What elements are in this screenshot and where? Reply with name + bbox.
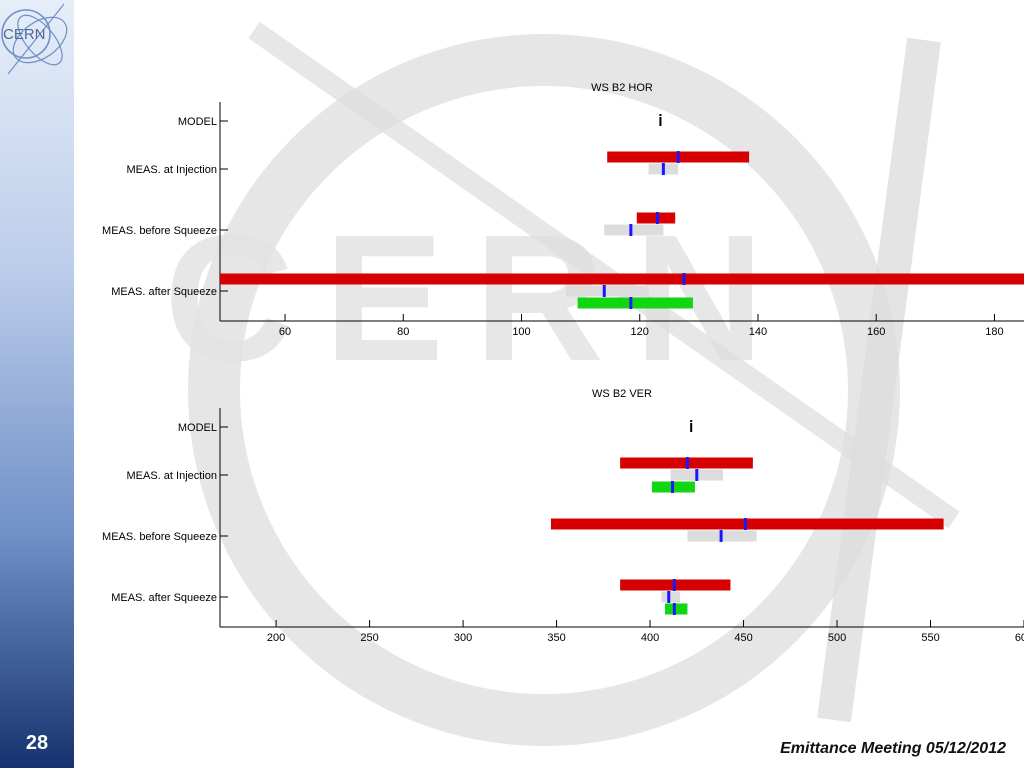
chart-svg-ver: WS B2 VER MODEL MEAS. at Injection MEAS. be… bbox=[102, 388, 1024, 644]
mean-marker bbox=[682, 273, 686, 285]
x-tick-label: 600 bbox=[1015, 632, 1024, 644]
mean-marker bbox=[672, 603, 676, 615]
model-marker bbox=[690, 423, 693, 432]
x-tick-label: 500 bbox=[828, 632, 846, 644]
logo-text: CERN bbox=[3, 26, 46, 43]
x-tick-label: 200 bbox=[267, 632, 285, 644]
x-tick-label: 60 bbox=[279, 326, 291, 338]
mean-marker bbox=[629, 224, 633, 236]
y-tick-label: MODEL bbox=[178, 116, 217, 128]
mean-marker bbox=[670, 481, 674, 493]
mean-marker bbox=[743, 518, 747, 530]
range-bar-green bbox=[577, 297, 693, 309]
range-bar-red bbox=[550, 518, 944, 530]
x-tick-label: 450 bbox=[734, 632, 752, 644]
mean-marker bbox=[676, 151, 680, 163]
range-bar-gray bbox=[604, 224, 664, 236]
x-tick-label: 400 bbox=[641, 632, 659, 644]
y-tick-label: MEAS. before Squeeze bbox=[102, 225, 217, 237]
chart-svg-hor: WS B2 HOR MODEL MEAS. at Injection MEAS. be… bbox=[102, 82, 1024, 338]
chart-ws-b2-ver: WS B2 VER MODEL MEAS. at Injection MEAS. be… bbox=[74, 382, 1024, 682]
footer-text: Emittance Meeting 05/12/2012 bbox=[780, 740, 1006, 757]
x-tick-label: 300 bbox=[454, 632, 472, 644]
sidebar: CERN 28 bbox=[0, 0, 74, 768]
model-marker-dot bbox=[659, 114, 662, 116]
range-bar-green bbox=[665, 603, 688, 615]
range-bar-gray bbox=[661, 591, 680, 603]
range-bar-red bbox=[220, 273, 1024, 285]
y-tick-label: MEAS. after Squeeze bbox=[111, 286, 217, 298]
mean-marker bbox=[602, 285, 606, 297]
mean-marker bbox=[629, 297, 633, 309]
x-tick-label: 140 bbox=[749, 326, 767, 338]
chart-title: WS B2 HOR bbox=[591, 82, 653, 94]
x-tick-label: 180 bbox=[985, 326, 1003, 338]
page-number: 28 bbox=[25, 732, 49, 754]
x-tick-label: 80 bbox=[397, 326, 409, 338]
mean-marker bbox=[695, 469, 699, 481]
y-tick-label: MEAS. at Injection bbox=[127, 164, 218, 176]
model-marker-dot bbox=[690, 420, 693, 422]
x-tick-label: 120 bbox=[631, 326, 649, 338]
chart-title: WS B2 VER bbox=[592, 388, 652, 400]
mean-marker bbox=[661, 163, 665, 175]
y-tick-label: MODEL bbox=[178, 422, 217, 434]
x-tick-label: 250 bbox=[360, 632, 378, 644]
range-bar-gray bbox=[565, 285, 649, 297]
mean-marker bbox=[672, 579, 676, 591]
mean-marker bbox=[685, 457, 689, 469]
y-tick-label: MEAS. at Injection bbox=[127, 470, 218, 482]
mean-marker bbox=[719, 530, 723, 542]
x-tick-label: 100 bbox=[512, 326, 530, 338]
mean-marker bbox=[667, 591, 671, 603]
x-tick-label: 350 bbox=[547, 632, 565, 644]
chart-ws-b2-hor: WS B2 HOR MODEL MEAS. at Injection MEAS. be… bbox=[74, 76, 1024, 376]
mean-marker bbox=[655, 212, 659, 224]
y-tick-label: MEAS. after Squeeze bbox=[111, 592, 217, 604]
model-marker bbox=[659, 117, 662, 126]
y-tick-label: MEAS. before Squeeze bbox=[102, 531, 217, 543]
cern-logo: CERN bbox=[1, 3, 68, 75]
x-tick-label: 550 bbox=[921, 632, 939, 644]
x-tick-label: 160 bbox=[867, 326, 885, 338]
